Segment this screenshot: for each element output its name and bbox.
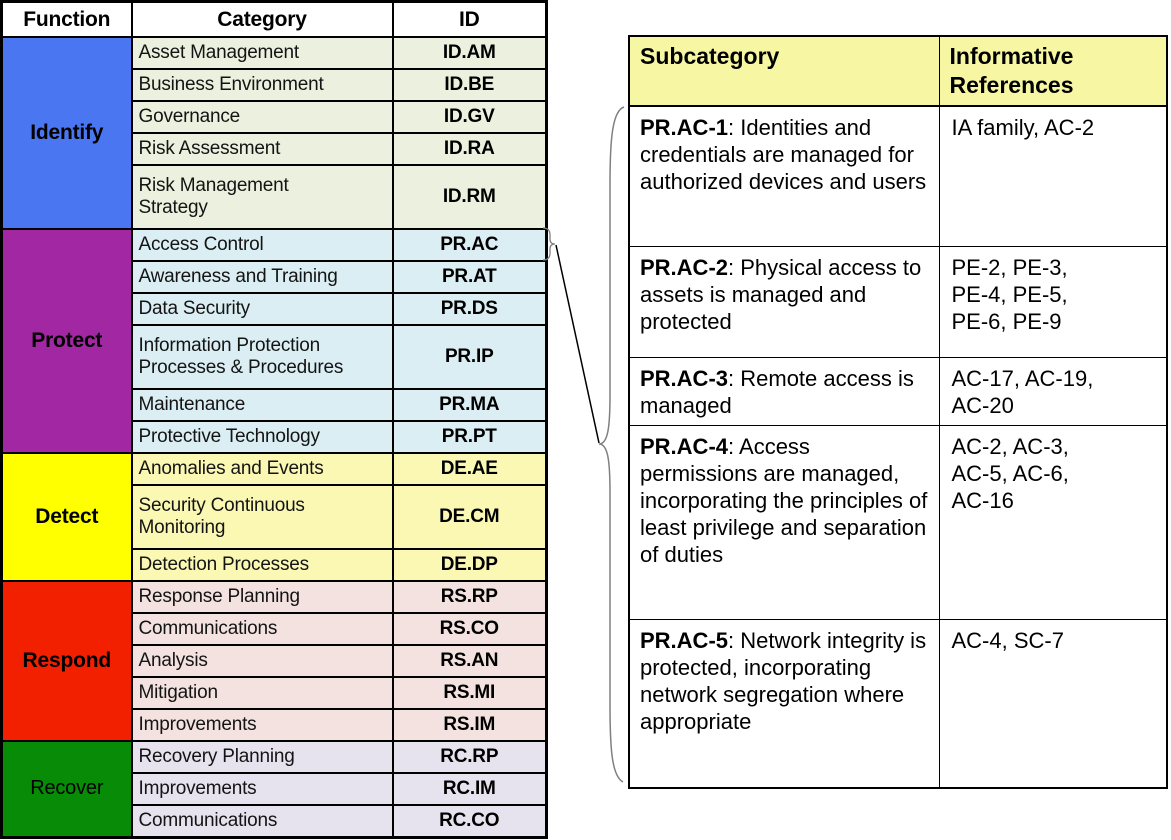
id-cell: RC.RP (391, 740, 548, 774)
table-row: Information Protection Processes & Proce… (1, 324, 548, 390)
id-cell: PR.IP (391, 324, 548, 390)
id-cell: PR.DS (391, 292, 548, 326)
table-row: Recover Recovery Planning RC.RP (0, 740, 548, 838)
function-cell-protect: Protect (0, 228, 133, 454)
category-cell: Data Security (130, 292, 394, 326)
references-cell: PE-2, PE-3, PE-4, PE-5, PE-6, PE-9 (938, 245, 1168, 358)
subcategory-code: PR.AC-4 (640, 433, 729, 459)
subcategory-description: : Network integrity is protected, incorp… (640, 627, 927, 734)
col-header-subcategory: Subcategory (628, 35, 940, 107)
subcategory-table: Subcategory Informative References PR.AC… (628, 35, 1168, 789)
category-cell: Improvements (130, 772, 394, 806)
references-cell: AC-17, AC-19, AC-20 (938, 356, 1168, 426)
references-cell: AC-4, SC-7 (938, 618, 1168, 789)
col-header-category: Category (130, 0, 394, 38)
table-row: PR.AC-2: Physical access to assets is ma… (628, 245, 1168, 358)
table-row: Identify Asset Management ID.AM (0, 36, 548, 230)
subcategory-code: PR.AC-5 (640, 627, 729, 653)
callout-line (555, 244, 600, 444)
id-cell: DE.AE (391, 452, 548, 486)
id-cell: RS.AN (391, 644, 548, 678)
category-cell: Maintenance (130, 388, 394, 422)
category-cell: Awareness and Training (130, 260, 394, 294)
table-row: Data Security PR.DS (1, 292, 548, 326)
subcategory-description: : Physical access to assets is managed a… (640, 254, 922, 334)
brace-connector (542, 106, 625, 783)
id-cell: PR.MA (391, 388, 548, 422)
category-cell: Analysis (130, 644, 394, 678)
large-curly-brace (598, 106, 625, 783)
id-cell: DE.DP (391, 548, 548, 582)
id-cell: RS.RP (391, 580, 548, 614)
id-cell: RS.CO (391, 612, 548, 646)
subcategory-code: PR.AC-3 (640, 365, 729, 391)
id-cell: RC.CO (391, 804, 548, 838)
subcategory-cell: PR.AC-1: Identities and credentials are … (628, 105, 940, 247)
subcategory-code: PR.AC-1 (640, 115, 729, 140)
table-row: PR.AC-4: Access permissions are managed,… (628, 424, 1168, 620)
table-row: PR.AC-1: Identities and credentials are … (628, 105, 1168, 247)
category-cell: Protective Technology (130, 420, 394, 454)
table-row: Protect Access Control PR.AC (0, 228, 548, 454)
col-header-function: Function (0, 0, 133, 38)
id-cell: DE.CM (391, 484, 548, 550)
id-cell: ID.RA (391, 132, 548, 166)
references-cell: IA family, AC-2 (938, 105, 1168, 247)
category-cell: Business Environment (130, 68, 394, 102)
category-cell: Improvements (130, 708, 394, 742)
category-cell: Recovery Planning (130, 740, 394, 774)
subcategory-description: : Identities and credentials are managed… (640, 115, 927, 194)
subcategory-description: : Remote access is managed (640, 365, 914, 418)
id-cell: RS.MI (391, 676, 548, 710)
id-cell: PR.AT (391, 260, 548, 294)
category-cell: Anomalies and Events (130, 452, 394, 486)
col-header-informative-references: Informative References (938, 35, 1168, 107)
subcategory-cell: PR.AC-5: Network integrity is protected,… (628, 618, 940, 789)
id-cell: PR.AC (391, 228, 548, 262)
subcategory-code: PR.AC-2 (640, 254, 729, 280)
subcategory-cell: PR.AC-3: Remote access is managed (628, 356, 940, 426)
id-cell: ID.BE (391, 68, 548, 102)
category-cell: Access Control (130, 228, 394, 262)
header-row: Function Category ID (0, 0, 548, 38)
header-row: Subcategory Informative References (628, 35, 1168, 107)
references-cell: AC-2, AC-3, AC-5, AC-6, AC-16 (938, 424, 1168, 620)
category-cell: Asset Management (130, 36, 394, 70)
table-row: Detect Anomalies and Events DE.AE (0, 452, 548, 582)
framework-functions-table: Function Category ID Identify Asset Mana… (0, 0, 548, 839)
category-cell: Governance (130, 100, 394, 134)
id-cell: RC.IM (391, 772, 548, 806)
function-cell-detect: Detect (0, 452, 133, 582)
id-cell: ID.RM (391, 164, 548, 230)
category-cell: Information Protection Processes & Proce… (130, 324, 394, 390)
category-cell: Response Planning (130, 580, 394, 614)
category-cell: Risk Management Strategy (130, 164, 394, 230)
table-row: PR.AC-5: Network integrity is protected,… (628, 618, 1168, 789)
function-cell-respond: Respond (0, 580, 133, 742)
id-cell: ID.AM (391, 36, 548, 70)
col-header-id: ID (391, 0, 548, 38)
function-cell-recover: Recover (0, 740, 133, 838)
table-row: Respond Response Planning RS.RP (0, 580, 548, 742)
subcategory-cell: PR.AC-2: Physical access to assets is ma… (628, 245, 940, 358)
table-row: Business Environment ID.BE (1, 68, 548, 102)
id-cell: ID.GV (391, 100, 548, 134)
subcategory-description: : Access permissions are managed, incorp… (640, 433, 928, 567)
category-cell: Risk Assessment (130, 132, 394, 166)
category-cell: Security Continuous Monitoring (130, 484, 394, 550)
function-cell-identify: Identify (0, 36, 133, 230)
id-cell: PR.PT (391, 420, 548, 454)
category-cell: Detection Processes (130, 548, 394, 582)
id-cell: RS.IM (391, 708, 548, 742)
category-cell: Communications (130, 612, 394, 646)
category-cell: Mitigation (130, 676, 394, 710)
subcategory-cell: PR.AC-4: Access permissions are managed,… (628, 424, 940, 620)
table-row: PR.AC-3: Remote access is managed AC-17,… (628, 356, 1168, 426)
category-cell: Communications (130, 804, 394, 838)
table-row: Awareness and Training PR.AT (1, 260, 548, 294)
